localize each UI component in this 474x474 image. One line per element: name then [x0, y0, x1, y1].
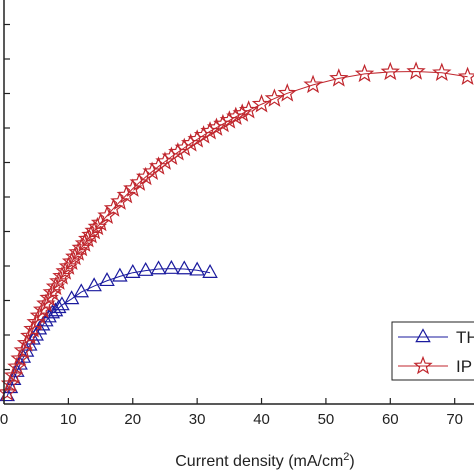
- x-tick-label: 60: [382, 411, 399, 428]
- data-point-ip: [329, 68, 349, 87]
- data-point-ip: [161, 146, 182, 166]
- series-line-th: [6, 268, 211, 397]
- data-point-ip: [213, 113, 233, 133]
- data-point-ip: [219, 110, 240, 129]
- data-point-ip: [277, 83, 297, 102]
- data-point-ip: [68, 242, 88, 261]
- x-ticks: 0 10 20 30 40 50 60 70: [0, 23, 463, 428]
- data-point-th: [86, 277, 102, 292]
- series-line-ip: [6, 71, 468, 393]
- x-tick-label: 50: [318, 411, 335, 428]
- data-point-th: [44, 304, 61, 319]
- legend-marker-th: [415, 328, 431, 343]
- data-point-ip: [135, 166, 156, 186]
- data-point-ip: [36, 293, 56, 313]
- x-tick-label: 0: [0, 411, 8, 428]
- data-point-ip: [187, 129, 207, 148]
- data-point-ip: [42, 282, 62, 301]
- data-point-ip: [26, 312, 46, 331]
- data-point-ip: [16, 333, 37, 352]
- data-point-ip: [61, 251, 82, 271]
- data-point-th: [150, 260, 167, 275]
- data-point-th: [176, 260, 193, 275]
- legend-label-ip: IP: [456, 357, 472, 376]
- data-point-ip: [238, 100, 259, 119]
- x-axis-label-main: Current density (mA/cm: [175, 453, 343, 470]
- x-axis-label-superscript: 2: [343, 451, 349, 463]
- data-point-ip: [13, 340, 34, 359]
- data-point-ip: [232, 103, 252, 122]
- data-point-ip: [97, 205, 117, 224]
- data-point-ip: [354, 63, 375, 83]
- plot-area: [0, 61, 474, 402]
- data-point-ip: [71, 237, 91, 257]
- legend-marker-ip: [413, 355, 433, 375]
- data-point-ip: [168, 142, 188, 161]
- data-point-ip: [181, 133, 201, 152]
- x-axis-label: Current density (mA/cm2): [175, 451, 355, 470]
- data-point-ip: [148, 156, 169, 175]
- data-point-ip: [200, 121, 220, 140]
- data-point-ip: [49, 271, 69, 290]
- data-point-ip: [303, 74, 323, 94]
- data-point-ip: [432, 62, 452, 81]
- data-point-ip: [206, 117, 227, 136]
- data-point-th: [63, 290, 80, 305]
- data-point-ip: [457, 66, 474, 86]
- x-tick-label: 30: [189, 411, 206, 428]
- data-point-th: [137, 261, 154, 276]
- data-point-ip: [39, 287, 59, 307]
- data-point-ip: [52, 266, 72, 285]
- legend-label-th: TH: [456, 328, 474, 347]
- data-point-ip: [23, 319, 43, 338]
- data-point-ip: [380, 61, 401, 81]
- data-point-ip: [74, 233, 95, 252]
- data-point-ip: [58, 256, 79, 275]
- data-point-ip: [20, 325, 40, 345]
- data-point-th: [31, 320, 48, 335]
- data-point-ip: [193, 125, 214, 144]
- data-point-ip: [226, 106, 246, 125]
- data-point-ip: [129, 172, 149, 191]
- data-point-th: [25, 330, 41, 345]
- data-point-ip: [406, 61, 426, 80]
- data-point-ip: [29, 305, 50, 325]
- x-tick-label: 70: [446, 411, 463, 428]
- x-axis-label-close: ): [349, 453, 354, 470]
- data-point-th: [163, 259, 180, 274]
- data-point-ip: [251, 94, 272, 113]
- data-point-ip: [90, 212, 111, 232]
- data-point-ip: [264, 88, 285, 107]
- data-point-ip: [45, 276, 66, 296]
- x-tick-label: 40: [253, 411, 270, 428]
- data-point-ip: [55, 261, 75, 280]
- x-tick-label: 20: [124, 411, 141, 428]
- data-point-ip: [142, 161, 162, 180]
- data-point-ip: [32, 299, 53, 319]
- data-point-th: [202, 263, 218, 278]
- data-point-th: [99, 272, 115, 287]
- legend: TH IP: [391, 321, 474, 381]
- markers: [0, 61, 474, 402]
- data-point-th: [73, 283, 90, 298]
- legend-box: [391, 321, 474, 381]
- data-point-th: [124, 263, 141, 278]
- data-point-ip: [65, 246, 85, 266]
- data-point-ip: [155, 151, 175, 170]
- data-point-th: [112, 267, 128, 282]
- x-tick-label: 10: [60, 411, 77, 428]
- data-point-ip: [174, 137, 194, 157]
- data-point-th: [189, 261, 205, 276]
- data-point-th: [50, 299, 67, 314]
